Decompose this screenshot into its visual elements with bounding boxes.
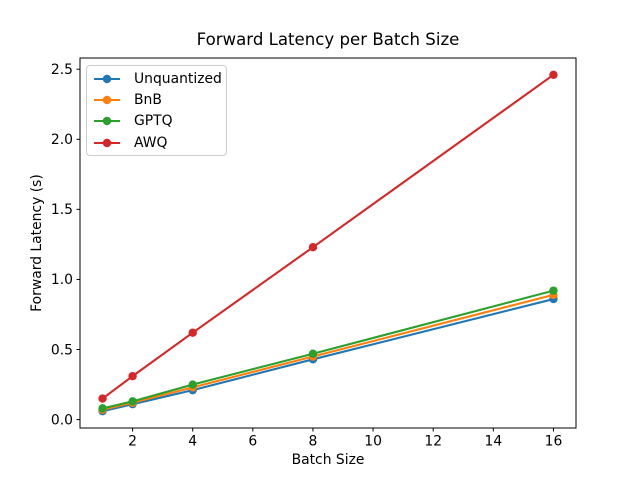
y-tick-label: 0.5 [51,342,73,358]
legend-item-GPTQ: GPTQ [87,111,226,132]
legend-line-marker-icon [94,117,120,126]
x-tick-label: 16 [545,434,563,450]
series-marker-AWQ [188,328,197,337]
legend-line-marker-icon [94,74,120,83]
x-tick-label: 10 [364,434,382,450]
y-tick-label: 2.5 [51,62,73,78]
legend-item-BnB: BnB [87,89,226,110]
series-marker-GPTQ [128,397,137,406]
y-tick-label: 1.5 [51,202,73,218]
series-marker-GPTQ [188,380,197,389]
legend-label: AWQ [134,134,168,151]
legend: Unquantized BnB GPTQ AWQ [86,65,227,157]
legend-item-AWQ: AWQ [87,132,226,153]
legend-dot [102,138,112,147]
series-marker-AWQ [98,394,107,403]
legend-label: Unquantized [134,70,222,87]
x-tick-label: 2 [128,434,137,450]
series-line-BnB [102,293,554,411]
x-axis-label: Batch Size [291,452,365,468]
x-tick-label: 8 [309,434,318,450]
x-tick-label: 14 [484,434,502,450]
series-marker-AWQ [549,70,558,80]
legend-label: GPTQ [134,113,173,130]
chart-title: Forward Latency per Batch Size [196,30,460,49]
legend-dot [102,117,112,126]
x-tick-label: 12 [424,434,442,450]
legend-label: BnB [134,91,162,108]
series-marker-GPTQ [98,404,107,413]
y-tick-label: 2.0 [51,132,73,148]
legend-line-marker-icon [94,95,120,105]
series-marker-GPTQ [308,349,318,358]
axes-frame [79,57,577,429]
legend-line-marker-icon [94,138,120,147]
series-line-Unquantized [102,298,554,413]
series-marker-GPTQ [549,286,558,295]
y-tick-label: 1.0 [51,272,73,288]
series-marker-AWQ [308,243,318,252]
x-tick-label: 6 [248,434,257,450]
series-marker-AWQ [128,371,137,381]
legend-item-Unquantized: Unquantized [87,68,226,89]
y-axis-label: Forward Latency (s) [29,174,45,312]
legend-dot [102,74,112,83]
x-tick-label: 4 [188,434,197,450]
y-tick-label: 0.0 [51,412,73,428]
legend-dot [102,95,112,105]
